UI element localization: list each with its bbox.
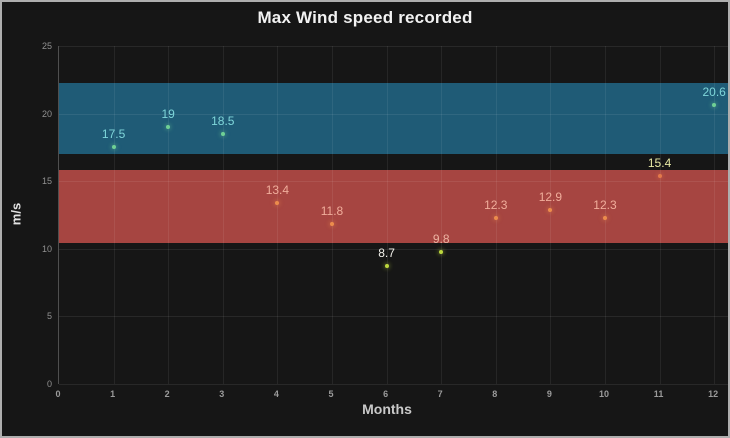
gridline-x-5 [331,46,333,384]
x-tick-6: 6 [383,389,389,399]
y-axis-label: m/s [8,202,24,226]
data-label-month-12: 20.6 [702,85,726,100]
gridline-y-20 [59,113,728,115]
data-label-month-9: 12.9 [538,189,563,204]
gridline-x-11 [659,46,661,384]
upper-threshold-band [59,83,728,155]
x-tick-9: 9 [546,389,552,399]
data-label-month-6: 8.7 [378,246,395,261]
gridline-y-10 [59,248,728,250]
x-tick-0: 0 [55,389,61,399]
y-tick-20: 20 [41,108,52,119]
data-label-month-1: 17.5 [101,127,126,142]
data-point-month-9 [548,207,553,212]
x-tick-3: 3 [219,389,225,399]
data-label-month-5: 11.8 [320,204,344,219]
lower-threshold-band [59,169,728,243]
gridline-y-15 [59,181,728,183]
data-point-month-8 [493,215,498,220]
chart-title: Max Wind speed recorded [257,8,473,27]
data-label-month-3: 18.5 [211,113,235,128]
y-tick-5: 5 [46,311,52,322]
x-tick-4: 4 [273,389,279,399]
x-tick-2: 2 [164,389,170,399]
gridline-x-8 [495,46,497,384]
gridline-x-2 [168,46,170,384]
x-tick-5: 5 [328,389,334,399]
gridline-x-12 [714,46,716,384]
data-point-month-3 [220,131,225,136]
data-point-month-1 [111,145,116,150]
data-label-month-4: 13.4 [265,182,290,197]
gridline-x-6 [386,46,388,384]
data-point-month-5 [329,222,334,227]
x-tick-8: 8 [492,389,498,399]
data-label-month-8: 12.3 [484,197,508,212]
x-tick-12: 12 [708,389,719,399]
data-point-month-6 [384,264,389,269]
gridline-y-5 [59,316,728,318]
gridline-y-25 [59,46,728,47]
data-label-month-11: 15.4 [647,155,672,170]
y-tick-10: 10 [41,243,52,254]
data-label-month-7: 9.8 [432,231,450,246]
gridline-x-7 [441,46,443,384]
plot-area: 17.5 19 18.5 13.4 11.8 8.7 9.8 12.3 12.9 12.3 15.4… [58,46,728,385]
x-tick-11: 11 [653,389,664,399]
gridline-x-4 [277,46,279,384]
x-tick-7: 7 [437,389,443,399]
data-point-month-7 [439,249,444,254]
data-point-month-2 [166,125,171,130]
gridline-x-3 [222,46,224,384]
data-point-month-12 [712,103,717,108]
x-axis-label: Months [362,401,412,417]
data-label-month-10: 12.3 [593,197,617,212]
data-point-month-11 [657,173,662,178]
gridline-y-0 [59,384,728,385]
gridline-x-9 [550,46,552,384]
gridline-x-1 [113,46,115,384]
x-tick-10: 10 [598,389,609,399]
data-label-month-2: 19 [161,107,175,122]
y-tick-15: 15 [41,176,52,187]
x-tick-1: 1 [110,389,116,399]
y-tick-0: 0 [46,379,52,389]
gridline-x-10 [604,46,606,384]
data-point-month-4 [275,200,280,205]
data-point-month-10 [602,215,607,220]
y-tick-25: 25 [41,41,52,51]
